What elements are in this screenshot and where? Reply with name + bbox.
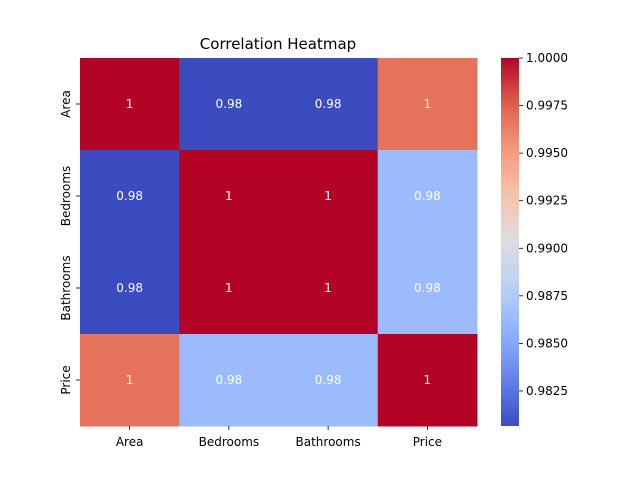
colorbar-tick-label: 0.9925: [526, 194, 568, 208]
heatmap-cell-area-bedrooms: [179, 58, 279, 151]
heatmap-cell-bathrooms-area: [80, 242, 180, 335]
heatmap-cells: [80, 58, 478, 427]
cell-annotation: 0.98: [116, 281, 143, 295]
cell-annotation: 1: [424, 97, 432, 111]
heatmap-cell-area-price: [377, 58, 478, 151]
heatmap-annotations: 1 0.98 0.98 1 0.98 1 1 0.98 0.98 1 1 0.98 1 0.98 0.98 1: [116, 97, 440, 387]
colorbar-tick-label: 0.9950: [526, 146, 568, 160]
colorbar: 0.9825 0.9850 0.9875 0.9900 0.9925 0.9950 0.99…: [501, 51, 568, 426]
heatmap-cell-bedrooms-area: [80, 150, 180, 243]
y-axis: Area Bedrooms Bathrooms Price: [59, 90, 80, 395]
cell-annotation: 1: [126, 97, 134, 111]
cell-annotation: 1: [424, 373, 432, 387]
x-tick-label: Bathrooms: [296, 435, 361, 449]
cell-annotation: 1: [324, 189, 332, 203]
cell-annotation: 0.98: [216, 97, 243, 111]
x-tick-label: Bedrooms: [199, 435, 260, 449]
y-tick-label: Area: [59, 90, 73, 118]
colorbar-tick-label: 0.9975: [526, 99, 568, 113]
colorbar-tick-label: 1.0000: [526, 51, 568, 65]
cell-annotation: 1: [225, 281, 233, 295]
cell-annotation: 0.98: [116, 189, 143, 203]
heatmap-cell-area-bathrooms: [278, 58, 379, 151]
cell-annotation: 0.98: [315, 373, 342, 387]
y-tick-label: Bathrooms: [59, 255, 73, 320]
heatmap-cell-bathrooms-price: [377, 242, 478, 335]
colorbar-tick-label: 0.9875: [526, 289, 568, 303]
cell-annotation: 0.98: [315, 97, 342, 111]
colorbar-gradient: [501, 58, 519, 426]
cell-annotation: 1: [324, 281, 332, 295]
colorbar-tick-label: 0.9900: [526, 241, 568, 255]
x-tick-label: Area: [116, 435, 144, 449]
x-axis: Area Bedrooms Bathrooms Price: [116, 426, 442, 449]
heatmap-cell-price-bathrooms: [278, 334, 379, 427]
chart-title: Correlation Heatmap: [200, 35, 356, 53]
cell-annotation: 1: [225, 189, 233, 203]
heatmap-cell-price-area: [80, 334, 180, 427]
heatmap-cell-area-area: [80, 58, 180, 151]
cell-annotation: 0.98: [414, 281, 441, 295]
heatmap-cell-bedrooms-price: [377, 150, 478, 243]
cell-annotation: 0.98: [216, 373, 243, 387]
heatmap-cell-price-bedrooms: [179, 334, 279, 427]
x-tick-label: Price: [413, 435, 442, 449]
heatmap-cell-price-price: [377, 334, 478, 427]
heatmap-cell-bathrooms-bedrooms: [179, 242, 279, 335]
heatmap-cell-bathrooms-bathrooms: [278, 242, 379, 335]
cell-annotation: 1: [126, 373, 134, 387]
heatmap-cell-bedrooms-bathrooms: [278, 150, 379, 243]
y-tick-label: Price: [59, 365, 73, 394]
colorbar-tick-label: 0.9850: [526, 336, 568, 350]
y-tick-label: Bedrooms: [59, 166, 73, 227]
cell-annotation: 0.98: [414, 189, 441, 203]
colorbar-tick-label: 0.9825: [526, 384, 568, 398]
heatmap-cell-bedrooms-bedrooms: [179, 150, 279, 243]
